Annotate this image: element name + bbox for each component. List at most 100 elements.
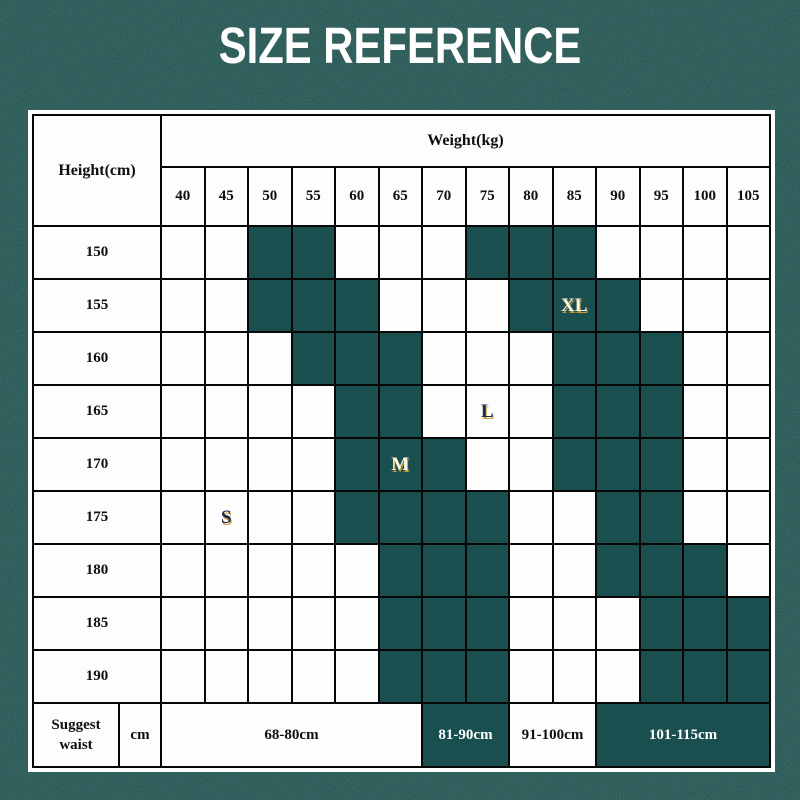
height-row-label: 175: [34, 492, 160, 543]
grid-cell: [162, 598, 204, 649]
grid-cell: [423, 439, 465, 490]
grid-cell: [640, 227, 682, 278]
grid-cell: [510, 492, 552, 543]
grid-cell: [640, 386, 682, 437]
grid-cell: [292, 386, 334, 437]
grid-cell: [727, 439, 769, 490]
weight-column-label: 55: [292, 168, 334, 225]
grid-cell: [423, 280, 465, 331]
height-row-label: 150: [34, 227, 160, 278]
grid-cell: [423, 492, 465, 543]
suggest-waist-label: Suggest waist: [34, 704, 120, 766]
grid-cell: [684, 333, 726, 384]
grid-cell: [597, 227, 639, 278]
grid-cell: [727, 333, 769, 384]
grid-cell: [205, 439, 247, 490]
grid-cell: [640, 545, 682, 596]
grid-cell: [205, 545, 247, 596]
grid-cell: [510, 598, 552, 649]
grid-cell: [510, 545, 552, 596]
grid-cell: [249, 598, 291, 649]
grid-cell: [379, 280, 421, 331]
grid-cell: [336, 651, 378, 702]
height-row-label: 190: [34, 651, 160, 702]
grid-cell: [249, 651, 291, 702]
grid-cell: [336, 439, 378, 490]
grid-cell: M: [379, 439, 421, 490]
grid-cell: [292, 598, 334, 649]
weight-column-label: 95: [640, 168, 682, 225]
grid-cell: [727, 492, 769, 543]
grid-cell: [423, 227, 465, 278]
grid-cell: [249, 492, 291, 543]
grid-cell: [205, 598, 247, 649]
grid-cell: [205, 227, 247, 278]
grid-cell: [379, 333, 421, 384]
grid-cell: [640, 439, 682, 490]
grid-cell: [379, 227, 421, 278]
size-label-xl: XL: [561, 295, 588, 316]
grid-cell: L: [466, 386, 508, 437]
grid-cell: [205, 280, 247, 331]
grid-cell: [684, 280, 726, 331]
grid-cell: [336, 598, 378, 649]
grid-cell: [379, 545, 421, 596]
grid-cell: [466, 333, 508, 384]
height-row-label: 165: [34, 386, 160, 437]
grid-cell: [727, 280, 769, 331]
grid-cell: [640, 651, 682, 702]
grid-cell: S: [205, 492, 247, 543]
grid-cell: [727, 598, 769, 649]
grid-cell: [162, 227, 204, 278]
grid-cell: [684, 651, 726, 702]
grid-cell: [423, 545, 465, 596]
height-row-label: 185: [34, 598, 160, 649]
height-row-label: 170: [34, 439, 160, 490]
weight-column-label: 65: [379, 168, 421, 225]
size-label-l: L: [480, 401, 494, 422]
grid-cell: [423, 386, 465, 437]
grid-cell: [727, 545, 769, 596]
grid-cell: [423, 333, 465, 384]
weight-column-label: 40: [162, 168, 204, 225]
grid-cell: [684, 386, 726, 437]
grid-cell: [249, 545, 291, 596]
grid-cell: [292, 545, 334, 596]
grid-cell: [249, 333, 291, 384]
grid-cell: [640, 333, 682, 384]
grid-cell: [249, 280, 291, 331]
height-row-label: 155: [34, 280, 160, 331]
grid-cell: [249, 386, 291, 437]
grid-cell: [553, 439, 595, 490]
grid-cell: [162, 492, 204, 543]
grid-cell: [249, 439, 291, 490]
grid-cell: [162, 651, 204, 702]
grid-cell: [553, 651, 595, 702]
grid-cell: [336, 545, 378, 596]
grid-cell: [292, 333, 334, 384]
grid-cell: [553, 386, 595, 437]
grid-cell: [466, 492, 508, 543]
grid-cell: [640, 598, 682, 649]
weight-column-label: 45: [205, 168, 247, 225]
grid-cell: [466, 545, 508, 596]
grid-cell: [162, 439, 204, 490]
grid-cell: [510, 227, 552, 278]
weight-column-label: 105: [727, 168, 769, 225]
grid-cell: [379, 598, 421, 649]
grid-cell: [466, 439, 508, 490]
size-table: Height(cm) Weight(kg) Suggest waist cm 4…: [28, 110, 775, 772]
grid-cell: [292, 227, 334, 278]
waist-unit-label: cm: [130, 726, 150, 743]
grid-cell: [553, 333, 595, 384]
grid-cell: [205, 386, 247, 437]
grid-cell: [466, 280, 508, 331]
suggest-waist-header-cell: Suggest waist cm: [34, 704, 160, 766]
grid-cell: [292, 492, 334, 543]
grid-cell: [510, 333, 552, 384]
grid-cell: [727, 227, 769, 278]
grid-cell: [597, 439, 639, 490]
size-label-m: M: [391, 454, 410, 475]
weight-column-label: 50: [249, 168, 291, 225]
waist-range-cell: 91-100cm: [510, 704, 595, 766]
